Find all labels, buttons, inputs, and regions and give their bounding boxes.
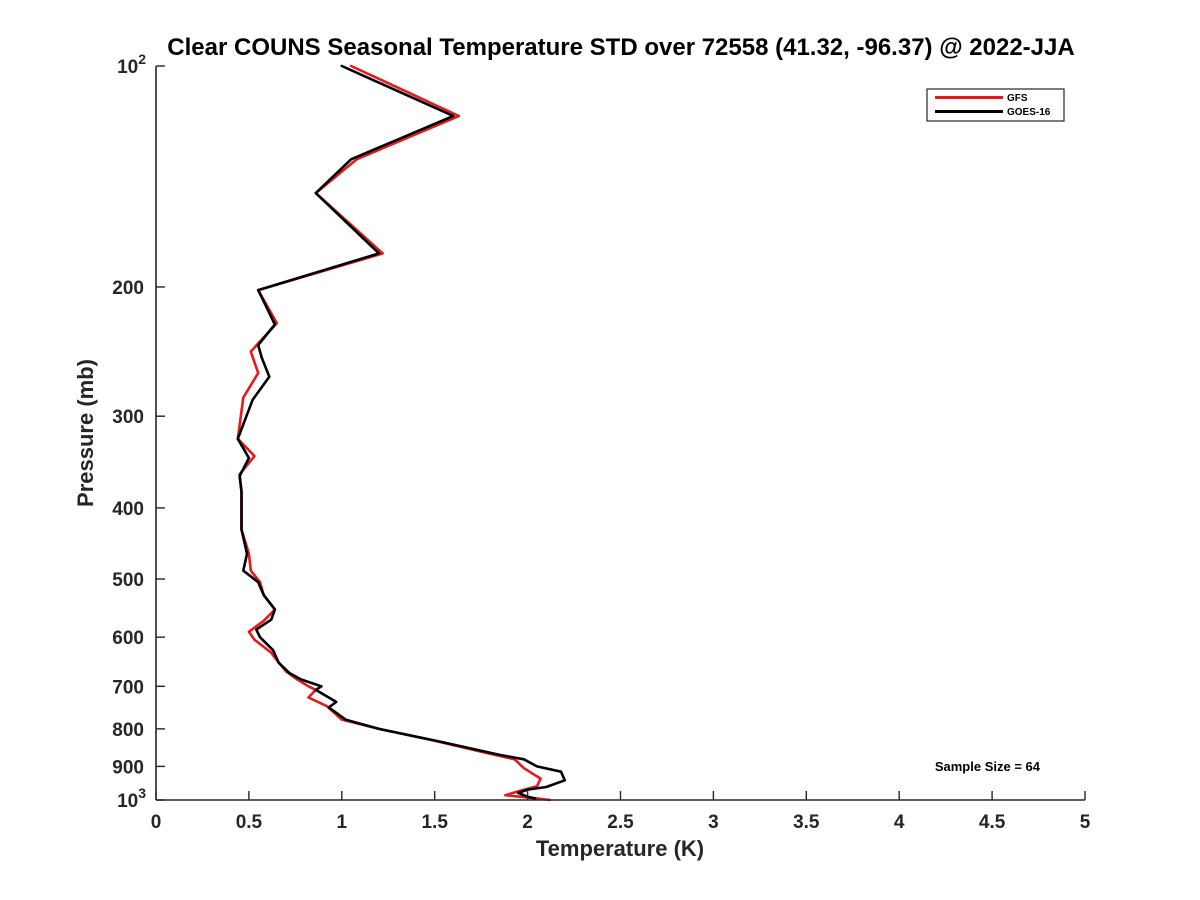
y-tick-label: 600	[112, 628, 144, 649]
x-tick-label: 0	[151, 812, 162, 833]
sample-size-annotation: Sample Size = 64	[935, 759, 1041, 774]
x-tick-label: 1.5	[421, 812, 448, 833]
y-tick-label: 103	[117, 785, 146, 812]
series-line-goes-16	[236, 64, 567, 800]
y-tick-label: 200	[112, 278, 144, 299]
x-tick-label: 1	[337, 812, 348, 833]
legend-label-goes16: GOES-16	[1007, 107, 1051, 118]
y-tick-label: 300	[112, 407, 144, 428]
chart-title: Clear COUNS Seasonal Temperature STD ove…	[167, 34, 1074, 61]
x-axis-label: Temperature (K)	[536, 836, 704, 861]
x-tick-label: 0.5	[236, 812, 263, 833]
x-tick-label: 2	[522, 812, 533, 833]
x-tick-label: 4.5	[979, 812, 1006, 833]
y-tick-label: 400	[112, 499, 144, 520]
legend-label-gfs: GFS	[1007, 93, 1028, 104]
y-tick-label: 500	[112, 570, 144, 591]
x-ticks: 0 0.5 1 1.5 2 2.5 3 3.5 4 4.5 5	[151, 791, 1091, 833]
x-tick-label: 3	[708, 812, 719, 833]
legend: GFS GOES-16	[926, 88, 1065, 122]
y-ticks: 102 200 300 400 500 600 700 800 900 103	[112, 51, 165, 812]
series-layer	[236, 64, 567, 802]
x-tick-label: 2.5	[607, 812, 634, 833]
x-tick-label: 5	[1080, 812, 1091, 833]
y-tick-label: 700	[112, 677, 144, 698]
y-tick-label: 800	[112, 720, 144, 741]
series-line-gfs	[236, 64, 552, 802]
x-tick-label: 4	[894, 812, 905, 833]
x-tick-label: 3.5	[793, 812, 820, 833]
y-tick-label: 102	[117, 51, 146, 78]
y-tick-label: 900	[112, 757, 144, 778]
legend-box	[926, 88, 1065, 122]
y-axis-label: Pressure (mb)	[73, 359, 98, 507]
